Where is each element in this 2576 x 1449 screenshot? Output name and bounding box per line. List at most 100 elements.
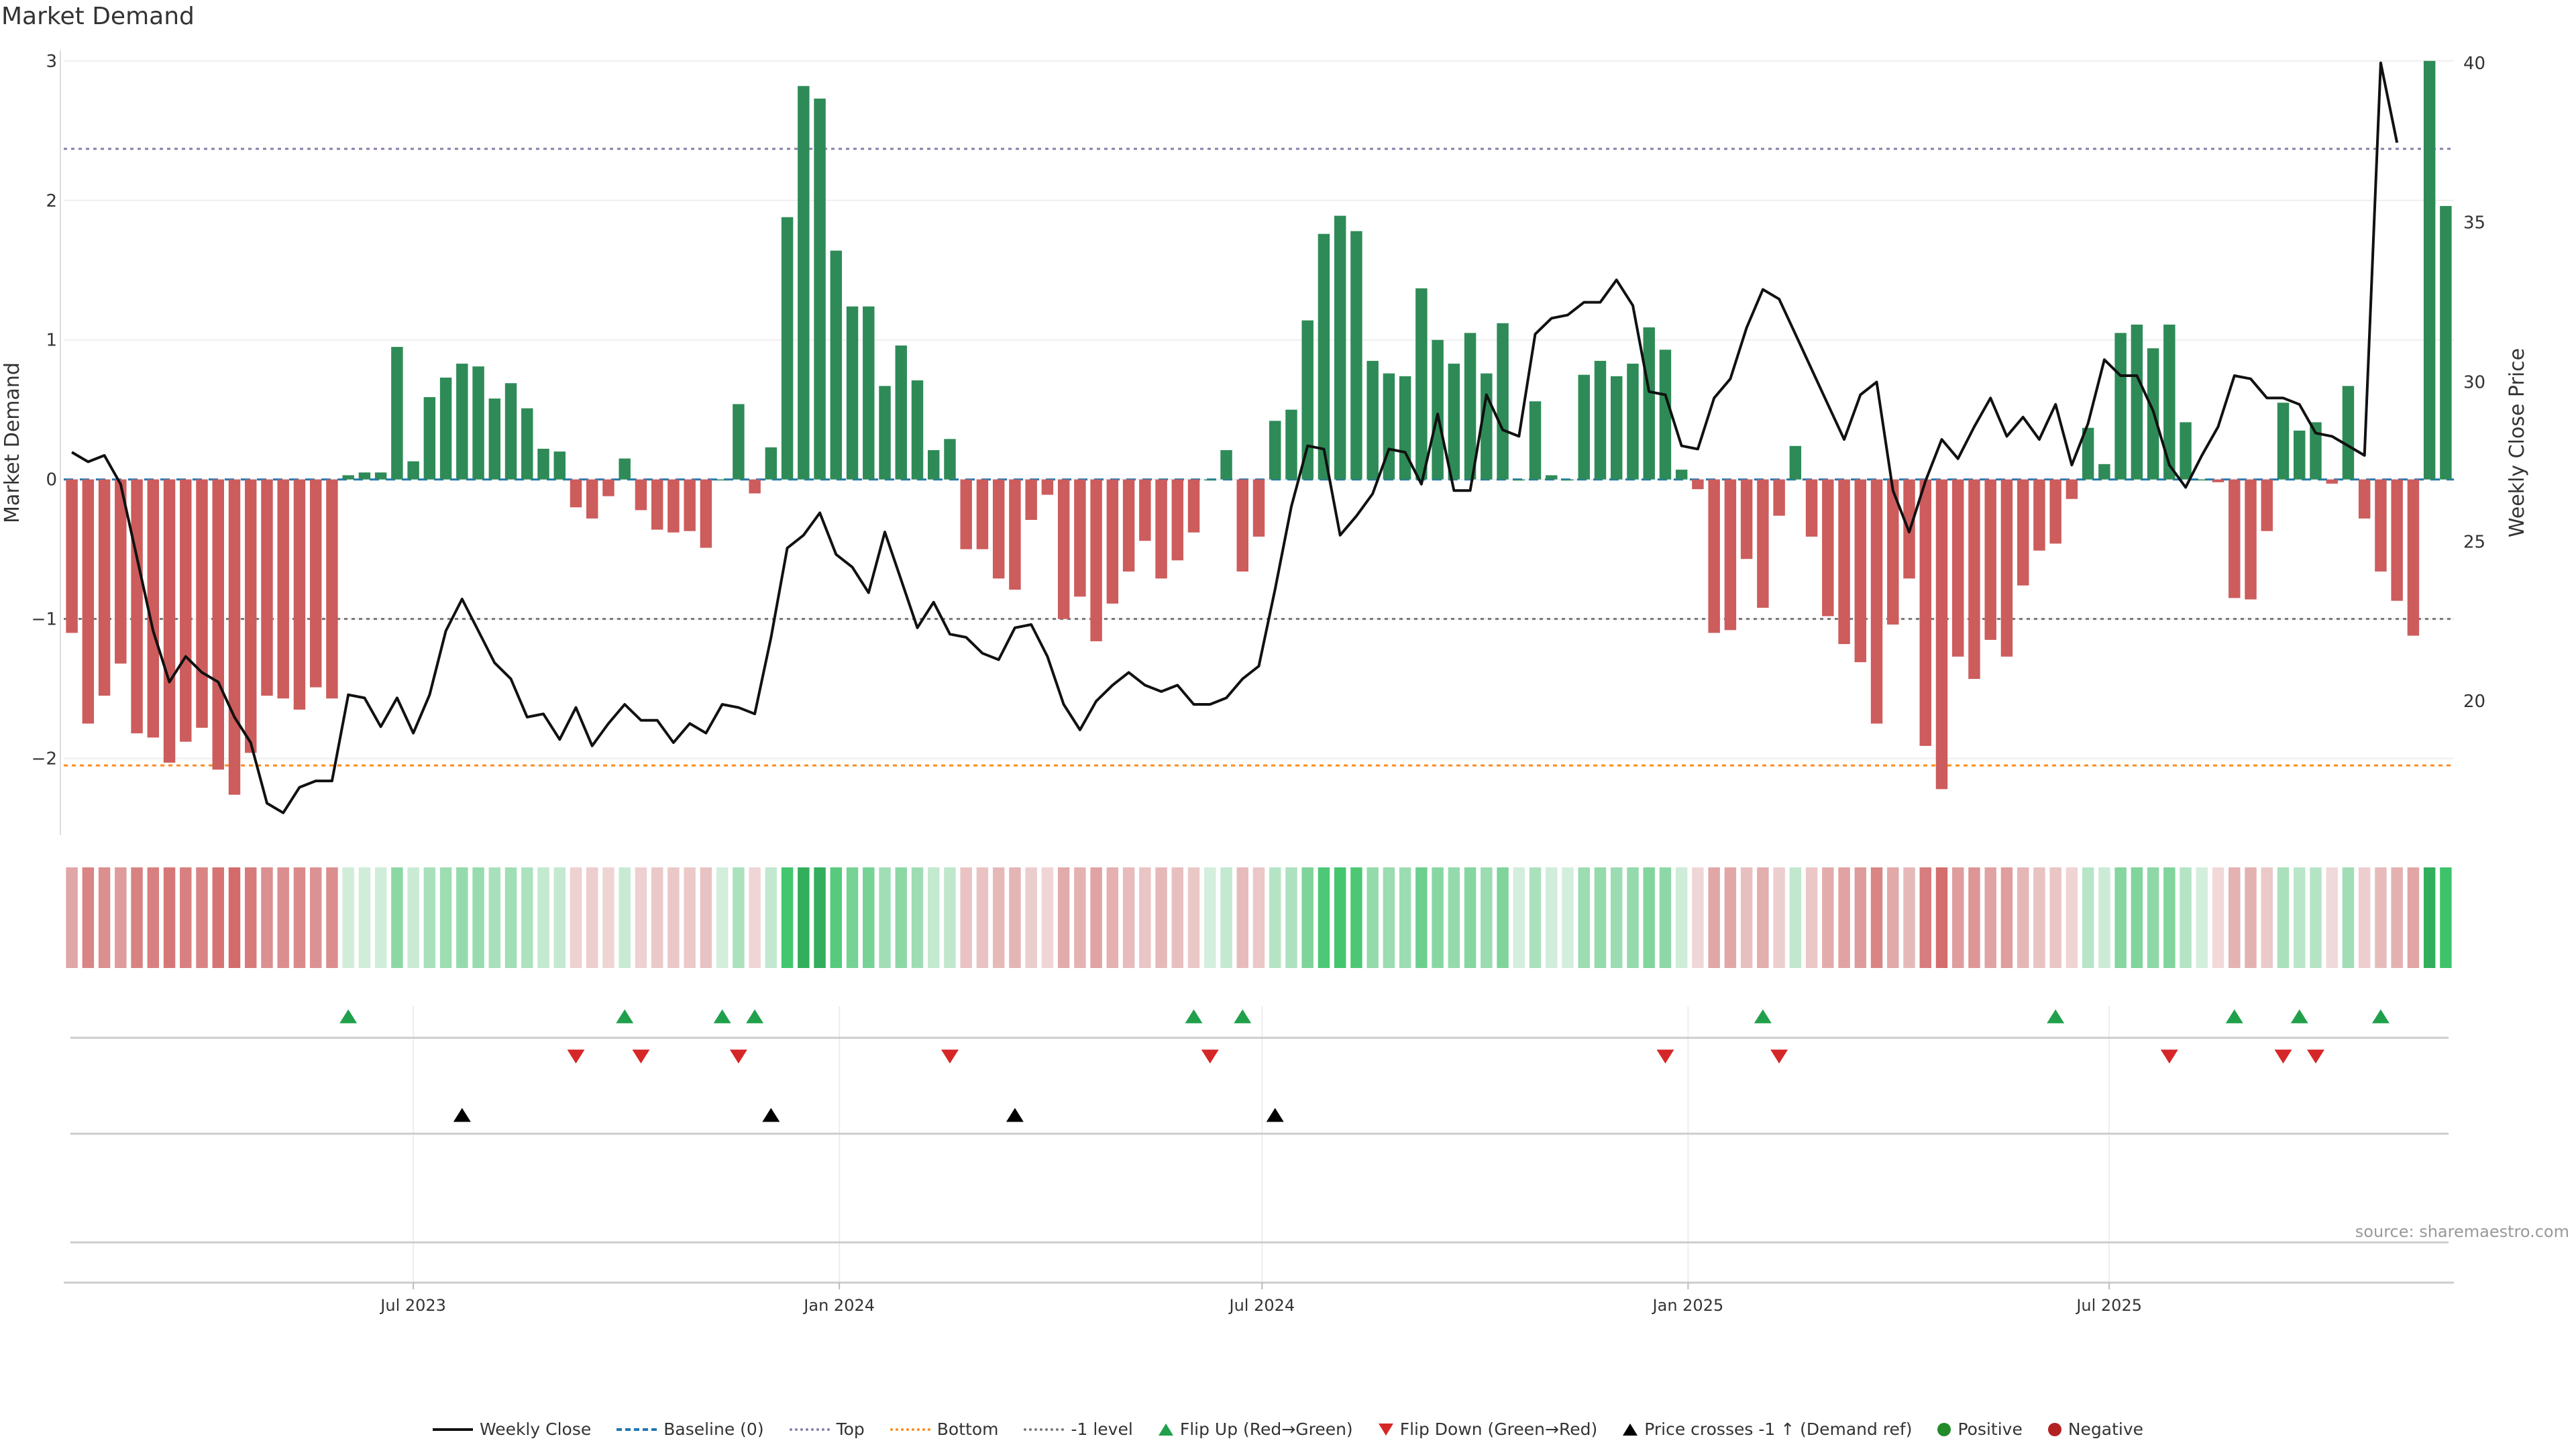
legend-flip-up[interactable]: Flip Up (Red→Green) xyxy=(1158,1419,1353,1439)
legend-flip-down[interactable]: Flip Down (Green→Red) xyxy=(1378,1419,1597,1439)
strip-cell xyxy=(700,867,712,968)
demand-bar xyxy=(180,479,192,742)
demand-bar xyxy=(1562,479,1574,481)
demand-bar xyxy=(1009,479,1021,590)
flip-down-marker xyxy=(729,1049,747,1064)
flip-up-marker xyxy=(616,1009,634,1024)
demand-bar xyxy=(2342,386,2355,480)
demand-bar xyxy=(765,447,777,480)
strip-cell xyxy=(1952,867,1964,968)
y-tick-label: 0 xyxy=(46,470,57,490)
demand-bar xyxy=(1497,323,1509,480)
demand-bar xyxy=(1692,479,1704,490)
strip-cell xyxy=(2098,867,2110,968)
strip-cell xyxy=(439,867,452,968)
strip-cell xyxy=(749,867,761,968)
y2-tick-label: 35 xyxy=(2463,213,2485,233)
strip-cell xyxy=(1643,867,1655,968)
strip-cell xyxy=(1009,867,1021,968)
strip-cell xyxy=(391,867,403,968)
strip-cell xyxy=(131,867,143,968)
demand-bar xyxy=(2114,333,2127,480)
strip-cell xyxy=(798,867,810,968)
flip-down-marker xyxy=(1656,1049,1674,1064)
strip-cell xyxy=(1269,867,1281,968)
strip-cell xyxy=(2212,867,2224,968)
strip-cell xyxy=(570,867,582,968)
demand-bar xyxy=(716,479,729,481)
legend-weekly-close[interactable]: Weekly Close xyxy=(432,1419,591,1439)
legend-minus1[interactable]: -1 level xyxy=(1024,1419,1133,1439)
dotted-line-swatch-icon xyxy=(890,1428,930,1431)
demand-bar xyxy=(1057,479,1070,619)
demand-bar xyxy=(1334,215,1346,480)
y2-tick-label: 40 xyxy=(2463,54,2485,74)
strip-cell xyxy=(1366,867,1379,968)
strip-cell xyxy=(537,867,549,968)
legend-baseline[interactable]: Baseline (0) xyxy=(616,1419,764,1439)
strip-cell xyxy=(1187,867,1200,968)
demand-bar xyxy=(781,217,794,480)
demand-bar xyxy=(1171,479,1184,561)
strip-cell xyxy=(1611,867,1623,968)
demand-bar xyxy=(423,396,436,480)
demand-bar xyxy=(2180,422,2192,480)
dotted-line-swatch-icon xyxy=(1024,1428,1065,1431)
demand-bar xyxy=(1854,479,1867,663)
demand-bar xyxy=(1122,479,1135,572)
flip-up-marker xyxy=(1234,1009,1252,1024)
flip-down-marker xyxy=(2274,1049,2292,1064)
strip-cell xyxy=(277,867,289,968)
legend-top[interactable]: Top xyxy=(789,1419,865,1439)
legend-bottom[interactable]: Bottom xyxy=(890,1419,998,1439)
demand-bar xyxy=(928,450,940,480)
legend-positive[interactable]: Positive xyxy=(1937,1419,2023,1439)
strip-cell xyxy=(2245,867,2257,968)
demand-bar xyxy=(1643,327,1655,480)
strip-cell xyxy=(1106,867,1119,968)
strip-cell xyxy=(1285,867,1297,968)
strip-cell xyxy=(1432,867,1444,968)
demand-bar xyxy=(667,479,680,533)
strip-cell xyxy=(879,867,891,968)
y2-axis-title: Weekly Close Price xyxy=(2506,348,2529,537)
flip-up-marker xyxy=(2371,1009,2390,1024)
strip-cell xyxy=(1155,867,1167,968)
demand-bar xyxy=(1513,479,1525,481)
demand-bar xyxy=(635,479,647,511)
strip-cell xyxy=(1074,867,1086,968)
price-line-layer xyxy=(71,61,2399,814)
legend-price-cross[interactable]: Price crosses -1 ↑ (Demand ref) xyxy=(1623,1419,1912,1439)
strip-cell xyxy=(1139,867,1151,968)
demand-bar xyxy=(277,479,289,699)
demand-bar xyxy=(1984,479,1996,640)
strip-cell xyxy=(423,867,436,968)
demand-bar xyxy=(1757,479,1769,608)
legend-negative[interactable]: Negative xyxy=(2047,1419,2143,1439)
demand-bar xyxy=(2245,479,2257,600)
strip-cell xyxy=(716,867,729,968)
demand-bar xyxy=(407,461,419,480)
demand-bar xyxy=(1252,479,1265,537)
demand-bar xyxy=(1074,479,1086,597)
strip-cell xyxy=(635,867,647,968)
strip-cell xyxy=(2261,867,2273,968)
demand-bar xyxy=(2229,479,2241,598)
demand-bar xyxy=(846,306,859,480)
strip-cell xyxy=(98,867,111,968)
strip-cell xyxy=(2049,867,2061,968)
demand-bar xyxy=(1578,374,1590,480)
strip-cell xyxy=(374,867,387,968)
strip-cell xyxy=(992,867,1005,968)
strip-cell xyxy=(1497,867,1509,968)
demand-bar xyxy=(879,386,891,480)
strip-cell xyxy=(2196,867,2208,968)
demand-bar xyxy=(212,479,224,770)
strip-cell xyxy=(667,867,680,968)
demand-bar xyxy=(521,408,533,480)
demand-bar xyxy=(1675,470,1688,480)
demand-bar xyxy=(2310,422,2322,480)
strip-cell xyxy=(2131,867,2143,968)
demand-bar xyxy=(1935,479,1948,790)
demand-bar xyxy=(1919,479,1931,746)
